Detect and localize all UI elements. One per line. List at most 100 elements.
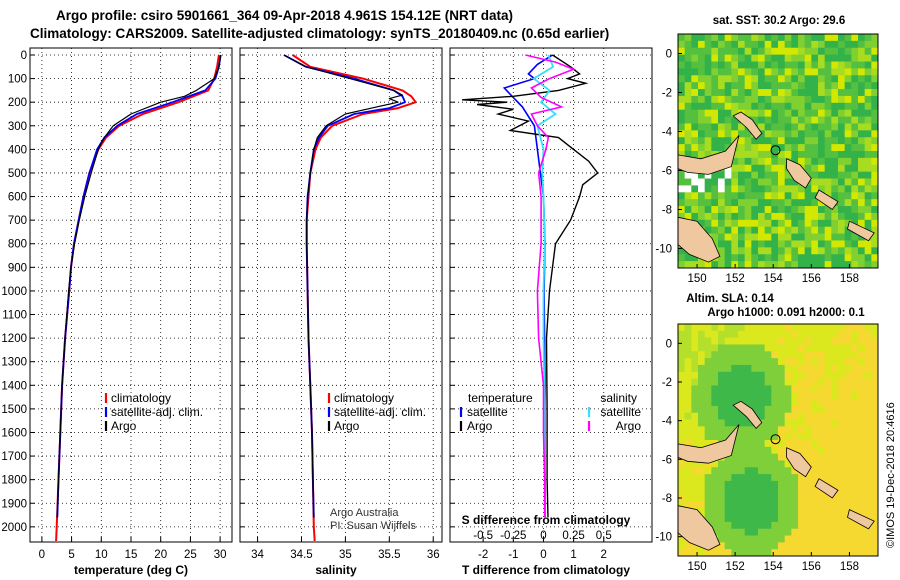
map-cell: [751, 219, 759, 228]
map-cell: [724, 212, 732, 221]
map-cell: [831, 351, 839, 359]
map-cell: [711, 549, 719, 557]
map-cell: [791, 254, 799, 262]
map-cell: [698, 192, 706, 200]
map-cell: [724, 392, 732, 400]
map-cell: [771, 89, 779, 97]
map-cell: [724, 419, 732, 427]
map-cell: [871, 171, 879, 179]
map-cell: [731, 521, 739, 530]
map-cell: [718, 528, 726, 536]
map-cell: [751, 344, 759, 352]
map-cell: [718, 178, 726, 186]
land-polygon: [677, 135, 740, 175]
map-cell: [744, 178, 752, 186]
map-cell: [778, 192, 786, 200]
map-cell: [758, 151, 766, 159]
map-cell: [784, 40, 792, 49]
map-cell: [858, 494, 866, 502]
map-cell: [831, 528, 839, 536]
map-cell: [678, 123, 686, 131]
map-cell: [744, 460, 752, 468]
map-cell: [824, 137, 832, 145]
map-cell: [724, 371, 732, 379]
map-cell: [871, 351, 879, 359]
map-cell: [824, 344, 832, 352]
map-cell: [678, 358, 686, 366]
map-cell: [751, 206, 759, 214]
map-cell: [838, 324, 846, 332]
map-cell: [831, 240, 839, 248]
map-cell: [698, 102, 706, 111]
map-cell: [824, 164, 832, 173]
map-cell: [851, 364, 859, 373]
map-cell: [864, 494, 872, 502]
map-cell: [871, 137, 879, 145]
map-cell: [764, 405, 772, 414]
map-cell: [831, 494, 839, 502]
map-cell: [698, 109, 706, 117]
map-cell: [844, 474, 852, 482]
map-cell: [771, 82, 779, 90]
map-cell: [844, 54, 852, 62]
map-cell: [751, 109, 759, 117]
map-cell: [738, 144, 746, 152]
map-cell: [831, 344, 839, 352]
map-cell: [858, 171, 866, 179]
map-cell: [751, 47, 759, 56]
temperature-lines: [55, 54, 222, 542]
map-cell: [818, 116, 826, 124]
map-cell: [824, 95, 832, 104]
map-cell: [778, 440, 786, 448]
map-cell: [778, 371, 786, 379]
map-cell: [818, 240, 826, 248]
map-cell: [691, 75, 699, 83]
map-cell: [771, 480, 779, 489]
map-cell: [818, 474, 826, 482]
map-cell: [791, 47, 799, 56]
map-cell: [871, 528, 879, 536]
map-cell: [711, 130, 719, 138]
map-cell: [751, 542, 759, 550]
map-cell: [758, 34, 766, 42]
map-cell: [838, 219, 846, 228]
map-cell: [844, 378, 852, 386]
map-cell: [791, 178, 799, 186]
map-cell: [684, 460, 692, 468]
map-cell: [718, 508, 726, 516]
map-cell: [824, 542, 832, 550]
map-cell: [864, 89, 872, 97]
map-cell: [771, 467, 779, 475]
map-cell: [831, 474, 839, 482]
map-cell: [718, 467, 726, 475]
map-cell: [718, 95, 726, 104]
map-cell: [864, 40, 872, 49]
map-cell: [864, 212, 872, 221]
map-cell: [871, 392, 879, 400]
map-cell: [738, 542, 746, 550]
map-cell: [864, 102, 872, 111]
map-cell: [691, 419, 699, 427]
map-cell: [778, 40, 786, 49]
map-cell: [771, 75, 779, 83]
map-cell: [791, 358, 799, 366]
map-cell: [744, 75, 752, 83]
map-cell: [704, 385, 712, 393]
map-cell: [704, 89, 712, 97]
map-cell: [731, 54, 739, 62]
map-cell: [771, 68, 779, 76]
map-cell: [818, 261, 826, 269]
map-cell: [751, 185, 759, 193]
map-cell: [758, 385, 766, 393]
map-cell: [698, 501, 706, 509]
map-cell: [704, 178, 712, 186]
map-cell: [871, 164, 879, 173]
map-cell: [858, 95, 866, 104]
map-cell: [698, 212, 706, 221]
map-cell: [804, 535, 812, 543]
map-cell: [698, 440, 706, 448]
map-cell: [771, 508, 779, 516]
map-cell: [738, 233, 746, 241]
map-cell: [778, 144, 786, 152]
